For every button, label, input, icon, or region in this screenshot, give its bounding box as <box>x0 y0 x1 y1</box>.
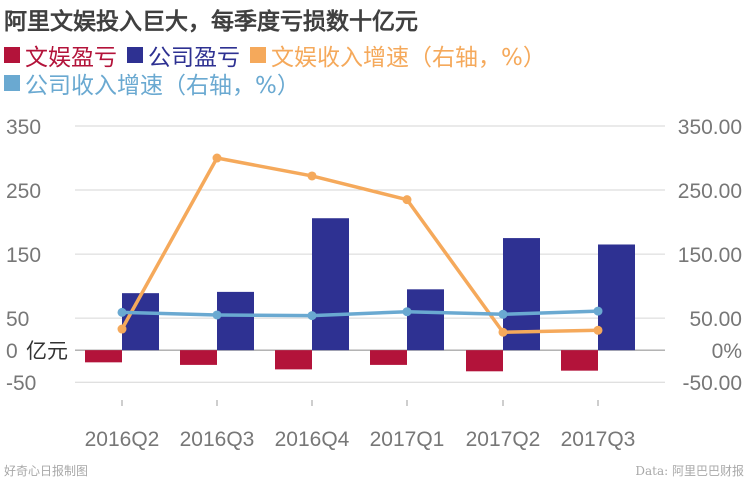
y-left-tick-label: -50 <box>6 372 36 395</box>
point-wenyu-growth <box>117 324 127 334</box>
bar-wenyu-loss <box>466 350 503 372</box>
y-right-tick-label: 150.00 <box>678 244 742 267</box>
legend-swatch-company-loss <box>127 47 143 63</box>
x-tick-label: 2016Q4 <box>275 428 350 451</box>
point-wenyu-growth <box>402 195 412 205</box>
x-tick-label: 2016Q3 <box>180 428 255 451</box>
bar-wenyu-loss <box>561 350 598 371</box>
point-company-growth <box>212 310 222 320</box>
x-tick-label: 2016Q2 <box>85 428 160 451</box>
point-wenyu-growth <box>498 327 508 337</box>
legend-swatch-company-growth <box>4 75 20 91</box>
y-right-tick-label: -50.00 <box>682 372 742 395</box>
x-tick-label: 2017Q2 <box>466 428 541 451</box>
line-company-growth <box>121 309 599 318</box>
legend-label-wenyu-loss: 文娱盈亏 <box>25 45 117 71</box>
y-left-unit-label: 亿元 <box>26 339 68 363</box>
point-company-growth <box>593 306 603 316</box>
y-right-tick-label: 250.00 <box>678 180 742 203</box>
point-company-growth <box>402 307 412 317</box>
legend-swatch-wenyu-growth <box>250 47 266 63</box>
legend-label-company-growth: 公司收入增速（右轴，%） <box>25 73 300 99</box>
x-tick-label: 2017Q3 <box>561 428 636 451</box>
legend-label-wenyu-growth: 文娱收入增速（右轴，%） <box>271 45 546 71</box>
bar-wenyu-loss <box>85 350 122 363</box>
y-left-tick-label: 350 <box>6 116 41 139</box>
legend-item-wenyu-growth: 文娱收入增速（右轴，%） <box>250 38 546 72</box>
point-wenyu-growth <box>593 325 603 335</box>
y-left-tick-label: 150 <box>6 244 41 267</box>
bar-wenyu-loss <box>180 350 217 365</box>
y-right-tick-label: 350.00 <box>678 116 742 139</box>
legend-item-company-loss: 公司盈亏 <box>127 38 240 72</box>
chart-title: 阿里文娱投入巨大，每季度亏损数十亿元 <box>4 8 418 35</box>
point-company-growth <box>498 309 508 319</box>
bar-company-loss <box>122 293 159 351</box>
legend-swatch-wenyu-loss <box>4 47 20 63</box>
footer-source: Data: 阿里巴巴财报 <box>635 464 744 478</box>
y-right-tick-label: 0% <box>712 340 742 363</box>
footer-credit: 好奇心日报制图 <box>4 464 89 478</box>
y-left-tick-label: 250 <box>6 180 41 203</box>
x-tick-label: 2017Q1 <box>370 428 445 451</box>
point-company-growth <box>307 311 317 321</box>
bar-company-loss <box>312 218 349 351</box>
legend-row-1: 文娱盈亏 公司盈亏 文娱收入增速（右轴，%） <box>4 38 556 72</box>
bar-wenyu-loss <box>370 350 407 365</box>
bar-company-loss <box>407 289 444 351</box>
legend-label-company-loss: 公司盈亏 <box>148 45 240 71</box>
legend-row-2: 公司收入增速（右轴，%） <box>4 66 310 100</box>
line-wenyu-growth <box>120 156 599 334</box>
legend-item-wenyu-loss: 文娱盈亏 <box>4 38 117 72</box>
bar-company-loss <box>217 291 254 351</box>
point-wenyu-growth <box>307 171 317 181</box>
bar-wenyu-loss <box>275 350 312 370</box>
point-wenyu-growth <box>212 153 222 163</box>
y-left-tick-label: 0 <box>6 340 18 363</box>
point-company-growth <box>117 307 127 317</box>
bar-company-loss <box>598 244 635 351</box>
legend-item-company-growth: 公司收入增速（右轴，%） <box>4 66 300 100</box>
y-left-tick-label: 50 <box>6 308 29 331</box>
y-right-tick-label: 50.00 <box>689 308 742 331</box>
